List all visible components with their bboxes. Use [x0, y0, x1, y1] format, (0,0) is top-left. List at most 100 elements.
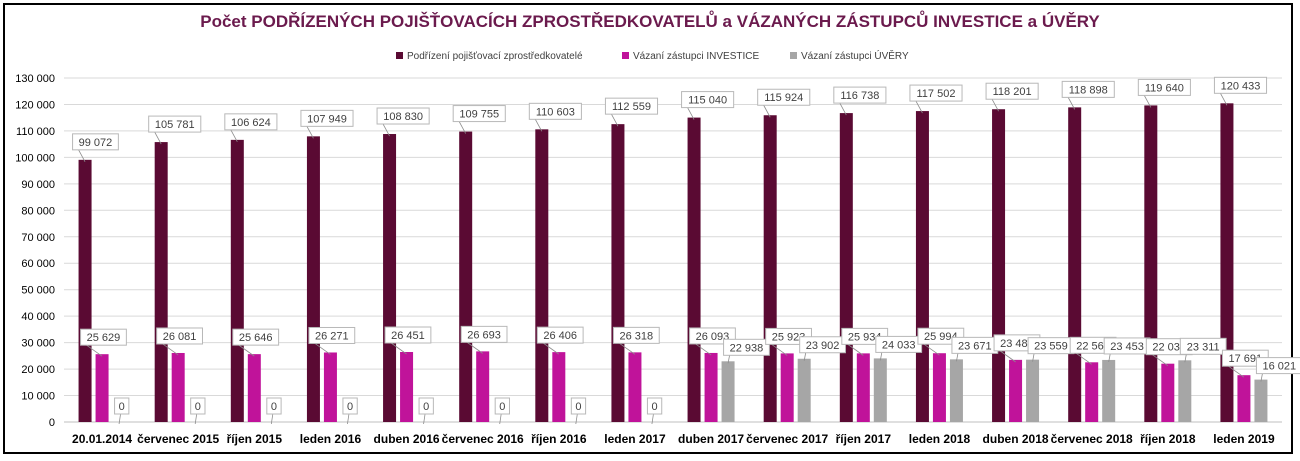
data-label-series-3: 0 — [271, 401, 277, 413]
bar-series-1 — [154, 142, 168, 422]
label-leader — [1220, 93, 1228, 106]
label-leader — [347, 413, 350, 425]
legend: Podřízení pojišťovací zprostředkovatelé V… — [396, 49, 909, 62]
bar-series-2 — [780, 353, 794, 422]
data-label-box — [266, 397, 282, 415]
x-tick-label: červenec 2016 — [442, 432, 524, 446]
label-leader — [1143, 95, 1152, 108]
y-tick-label: 80 000 — [21, 205, 55, 217]
data-label-series-1: 99 072 — [79, 137, 113, 149]
data-label-series-2: 25 923 — [772, 331, 806, 343]
y-tick-label: 90 000 — [21, 179, 55, 191]
bar-series-1 — [915, 111, 929, 423]
label-leader — [154, 131, 162, 145]
bar-series-2 — [932, 353, 946, 422]
y-tick-label: 0 — [49, 417, 55, 429]
data-label-series-1: 119 640 — [1145, 82, 1184, 94]
legend-label-2: Vázaní zástupci INVESTICE — [633, 51, 759, 62]
bar-series-3 — [1102, 359, 1116, 422]
data-label-series-1: 115 924 — [764, 92, 803, 104]
x-tick-label: duben 2016 — [374, 432, 440, 446]
data-label-series-2: 17 691 — [1229, 353, 1263, 365]
data-label-box — [604, 97, 659, 115]
bar-series-1 — [1220, 103, 1234, 423]
label-leader — [314, 343, 331, 355]
label-leader — [727, 355, 730, 364]
label-leader — [306, 126, 314, 139]
label-leader — [78, 149, 86, 163]
label-leader — [1032, 353, 1035, 362]
legend-label-1: Podřízení pojišťovací zprostředkovatelé — [407, 51, 583, 62]
bar-series-2 — [856, 353, 870, 422]
data-label-series-3: 23 453 — [1110, 341, 1144, 353]
data-label-box — [460, 325, 508, 343]
bar-series-1 — [78, 159, 92, 422]
data-label-series-1: 116 738 — [840, 90, 879, 102]
data-label-series-1: 105 781 — [155, 119, 195, 131]
data-label-box — [384, 326, 432, 344]
data-label-box — [72, 133, 119, 151]
label-leader — [879, 352, 883, 361]
data-label-box — [376, 107, 430, 125]
data-label-box — [224, 113, 278, 131]
data-label-box — [570, 397, 587, 415]
label-leader — [695, 343, 712, 356]
data-label-series-2: 25 646 — [239, 332, 273, 344]
x-tick-label: říjen 2016 — [531, 432, 587, 446]
bar-series-2 — [704, 352, 718, 422]
bar-series-2 — [247, 354, 261, 422]
bar-series-2 — [171, 352, 185, 422]
data-label-series-2: 26 081 — [163, 331, 197, 343]
bar-series-1 — [459, 131, 473, 422]
data-label-series-3: 0 — [195, 401, 201, 413]
label-leader — [86, 344, 103, 357]
data-label-box — [646, 397, 663, 415]
data-label-box — [528, 102, 582, 120]
legend-swatch-1 — [396, 52, 403, 59]
label-leader — [118, 413, 121, 425]
bar-series-2 — [628, 352, 642, 422]
label-leader — [1108, 353, 1111, 363]
bar-series-3 — [949, 359, 963, 422]
data-label-series-2: 26 271 — [315, 330, 349, 342]
bar-series-1 — [383, 134, 397, 422]
x-tick-label: duben 2017 — [678, 432, 744, 446]
x-tick-label: 20.01.2014 — [72, 432, 132, 446]
data-label-series-2: 26 406 — [543, 330, 577, 342]
label-leader — [423, 413, 426, 425]
bar-series-2 — [400, 352, 414, 422]
data-label-box — [536, 326, 584, 344]
x-tick-label: leden 2018 — [909, 432, 971, 446]
data-label-series-2: 26 693 — [467, 329, 501, 341]
bar-series-1 — [306, 136, 320, 422]
data-label-box — [1061, 80, 1115, 98]
data-label-box — [300, 109, 354, 127]
data-label-series-3: 0 — [499, 401, 505, 413]
x-axis: 20.01.2014 červenec 2015 říjen 2015 leden 2… — [72, 432, 1275, 446]
data-label-box — [723, 338, 770, 356]
label-leader — [534, 119, 543, 132]
label-leader — [915, 100, 923, 114]
x-tick-label: duben 2018 — [983, 432, 1049, 446]
data-label-series-3: 23 902 — [806, 340, 840, 352]
x-tick-label: červenec 2018 — [1051, 432, 1133, 446]
bar-series-2 — [1161, 363, 1175, 422]
bar-series-3 — [873, 358, 887, 422]
data-label-series-2: 23 481 — [1000, 338, 1034, 350]
data-label-series-2: 22 561 — [1076, 340, 1110, 352]
label-leader — [956, 353, 959, 362]
bar-series-1 — [763, 115, 777, 423]
data-label-series-3: 16 021 — [1263, 361, 1297, 373]
data-label-series-3: 23 559 — [1034, 341, 1068, 353]
y-tick-label: 120 000 — [15, 99, 55, 111]
label-leader — [991, 99, 999, 112]
bar-series-1 — [687, 117, 701, 423]
label-leader — [771, 344, 788, 356]
bar-series-1 — [535, 129, 549, 422]
data-label-series-2: 25 934 — [848, 331, 882, 343]
data-label-series-1: 112 559 — [612, 101, 651, 113]
data-label-series-1: 108 830 — [383, 111, 423, 123]
label-leader — [999, 350, 1016, 363]
data-label-box — [1179, 337, 1227, 355]
